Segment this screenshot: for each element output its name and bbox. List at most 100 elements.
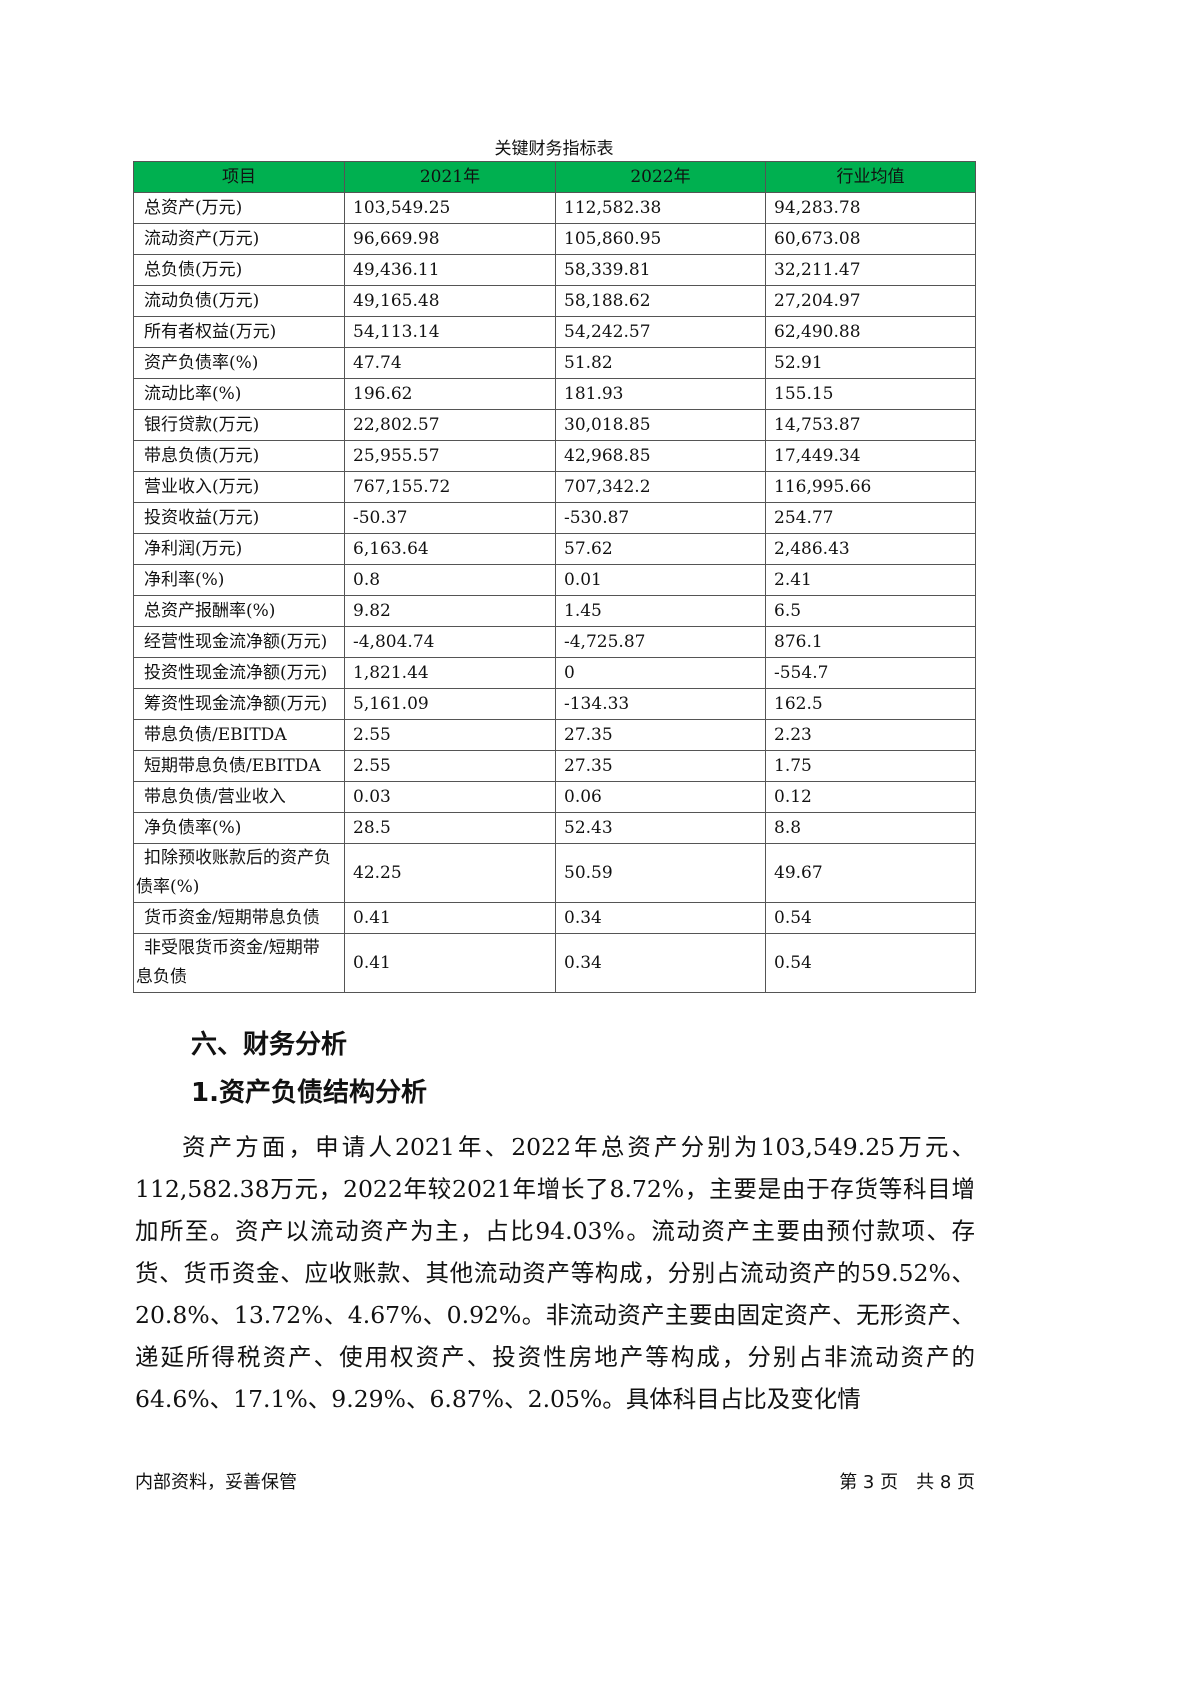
cell-value: 14,753.87 <box>765 409 976 441</box>
row-label: 投资性现金流净额(万元) <box>133 657 345 689</box>
cell-value: 103,549.25 <box>344 192 556 224</box>
column-header: 项目 <box>133 161 345 193</box>
table-row: 扣除预收账款后的资产负债率(%) 42.25 50.59 49.67 <box>133 843 976 903</box>
subsection-heading: 1.资产负债结构分析 <box>191 1078 427 1108</box>
cell-value: 9.82 <box>344 595 556 627</box>
table-row: 所有者权益(万元) 54,113.14 54,242.57 62,490.88 <box>133 316 976 348</box>
table-row: 货币资金/短期带息负债 0.41 0.34 0.54 <box>133 902 976 934</box>
table-row: 短期带息负债/EBITDA 2.55 27.35 1.75 <box>133 750 976 782</box>
row-label: 货币资金/短期带息负债 <box>133 902 345 934</box>
table-caption: 关键财务指标表 <box>494 139 614 159</box>
cell-value: 0 <box>555 657 766 689</box>
row-label: 扣除预收账款后的资产负债率(%) <box>133 843 345 903</box>
row-label: 资产负债率(%) <box>133 347 345 379</box>
column-header: 2022年 <box>555 161 766 193</box>
cell-value: 1.45 <box>555 595 766 627</box>
cell-value: 28.5 <box>344 812 556 844</box>
cell-value: 42,968.85 <box>555 440 766 472</box>
cell-value: 94,283.78 <box>765 192 976 224</box>
row-label: 带息负债(万元) <box>133 440 345 472</box>
cell-value: 0.12 <box>765 781 976 813</box>
row-label: 带息负债/营业收入 <box>133 781 345 813</box>
row-label: 非受限货币资金/短期带息负债 <box>133 933 345 993</box>
row-label: 总资产报酬率(%) <box>133 595 345 627</box>
cell-value: -50.37 <box>344 502 556 534</box>
cell-value: -554.7 <box>765 657 976 689</box>
cell-value: 27,204.97 <box>765 285 976 317</box>
cell-value: 58,339.81 <box>555 254 766 286</box>
cell-value: 51.82 <box>555 347 766 379</box>
cell-value: 49.67 <box>765 843 976 903</box>
row-label: 短期带息负债/EBITDA <box>133 750 345 782</box>
cell-value: 27.35 <box>555 719 766 751</box>
cell-value: 0.8 <box>344 564 556 596</box>
table-row: 流动资产(万元) 96,669.98 105,860.95 60,673.08 <box>133 223 976 255</box>
table-row: 总资产(万元) 103,549.25 112,582.38 94,283.78 <box>133 192 976 224</box>
cell-value: 27.35 <box>555 750 766 782</box>
body-paragraph: 资产方面，申请人2021年、2022年总资产分别为103,549.25万元、11… <box>135 1133 975 1413</box>
table-row: 净利润(万元) 6,163.64 57.62 2,486.43 <box>133 533 976 565</box>
row-label: 流动负债(万元) <box>133 285 345 317</box>
table-row: 流动负债(万元) 49,165.48 58,188.62 27,204.97 <box>133 285 976 317</box>
section-heading: 六、财务分析 <box>191 1030 348 1060</box>
row-label: 投资收益(万元) <box>133 502 345 534</box>
table-row: 投资性现金流净额(万元) 1,821.44 0 -554.7 <box>133 657 976 689</box>
cell-value: 60,673.08 <box>765 223 976 255</box>
cell-value: 52.91 <box>765 347 976 379</box>
table-row: 总负债(万元) 49,436.11 58,339.81 32,211.47 <box>133 254 976 286</box>
cell-value: 42.25 <box>344 843 556 903</box>
cell-value: 22,802.57 <box>344 409 556 441</box>
column-header: 行业均值 <box>765 161 976 193</box>
cell-value: 17,449.34 <box>765 440 976 472</box>
cell-value: 181.93 <box>555 378 766 410</box>
table-row: 资产负债率(%) 47.74 51.82 52.91 <box>133 347 976 379</box>
row-label: 流动比率(%) <box>133 378 345 410</box>
row-label: 所有者权益(万元) <box>133 316 345 348</box>
footer-page-number: 第 3 页 共 8 页 <box>839 1472 975 1493</box>
table-row: 筹资性现金流净额(万元) 5,161.09 -134.33 162.5 <box>133 688 976 720</box>
table-row: 总资产报酬率(%) 9.82 1.45 6.5 <box>133 595 976 627</box>
cell-value: 58,188.62 <box>555 285 766 317</box>
table-row: 营业收入(万元) 767,155.72 707,342.2 116,995.66 <box>133 471 976 503</box>
cell-value: 96,669.98 <box>344 223 556 255</box>
cell-value: 49,165.48 <box>344 285 556 317</box>
row-label: 经营性现金流净额(万元) <box>133 626 345 658</box>
cell-value: 767,155.72 <box>344 471 556 503</box>
cell-value: 112,582.38 <box>555 192 766 224</box>
cell-value: 162.5 <box>765 688 976 720</box>
row-label: 带息负债/EBITDA <box>133 719 345 751</box>
cell-value: 2.55 <box>344 750 556 782</box>
column-header: 2021年 <box>344 161 556 193</box>
table-row: 投资收益(万元) -50.37 -530.87 254.77 <box>133 502 976 534</box>
cell-value: 876.1 <box>765 626 976 658</box>
table-row: 非受限货币资金/短期带息负债 0.41 0.34 0.54 <box>133 933 976 993</box>
cell-value: 155.15 <box>765 378 976 410</box>
cell-value: 0.54 <box>765 933 976 993</box>
cell-value: 0.41 <box>344 933 556 993</box>
cell-value: 0.06 <box>555 781 766 813</box>
cell-value: -4,725.87 <box>555 626 766 658</box>
cell-value: 32,211.47 <box>765 254 976 286</box>
cell-value: 2.23 <box>765 719 976 751</box>
table-header-row: 项目 2021年 2022年 行业均值 <box>133 161 976 193</box>
cell-value: 1,821.44 <box>344 657 556 689</box>
cell-value: 0.01 <box>555 564 766 596</box>
row-label: 银行贷款(万元) <box>133 409 345 441</box>
cell-value: 2.55 <box>344 719 556 751</box>
table-row: 银行贷款(万元) 22,802.57 30,018.85 14,753.87 <box>133 409 976 441</box>
cell-value: 196.62 <box>344 378 556 410</box>
table-row: 经营性现金流净额(万元) -4,804.74 -4,725.87 876.1 <box>133 626 976 658</box>
table-row: 流动比率(%) 196.62 181.93 155.15 <box>133 378 976 410</box>
cell-value: 116,995.66 <box>765 471 976 503</box>
cell-value: -134.33 <box>555 688 766 720</box>
row-label: 流动资产(万元) <box>133 223 345 255</box>
cell-value: 54,113.14 <box>344 316 556 348</box>
table-row: 净负债率(%) 28.5 52.43 8.8 <box>133 812 976 844</box>
table-row: 带息负债/营业收入 0.03 0.06 0.12 <box>133 781 976 813</box>
cell-value: 8.8 <box>765 812 976 844</box>
cell-value: 62,490.88 <box>765 316 976 348</box>
cell-value: 0.41 <box>344 902 556 934</box>
row-label: 总资产(万元) <box>133 192 345 224</box>
table-row: 净利率(%) 0.8 0.01 2.41 <box>133 564 976 596</box>
row-label: 营业收入(万元) <box>133 471 345 503</box>
